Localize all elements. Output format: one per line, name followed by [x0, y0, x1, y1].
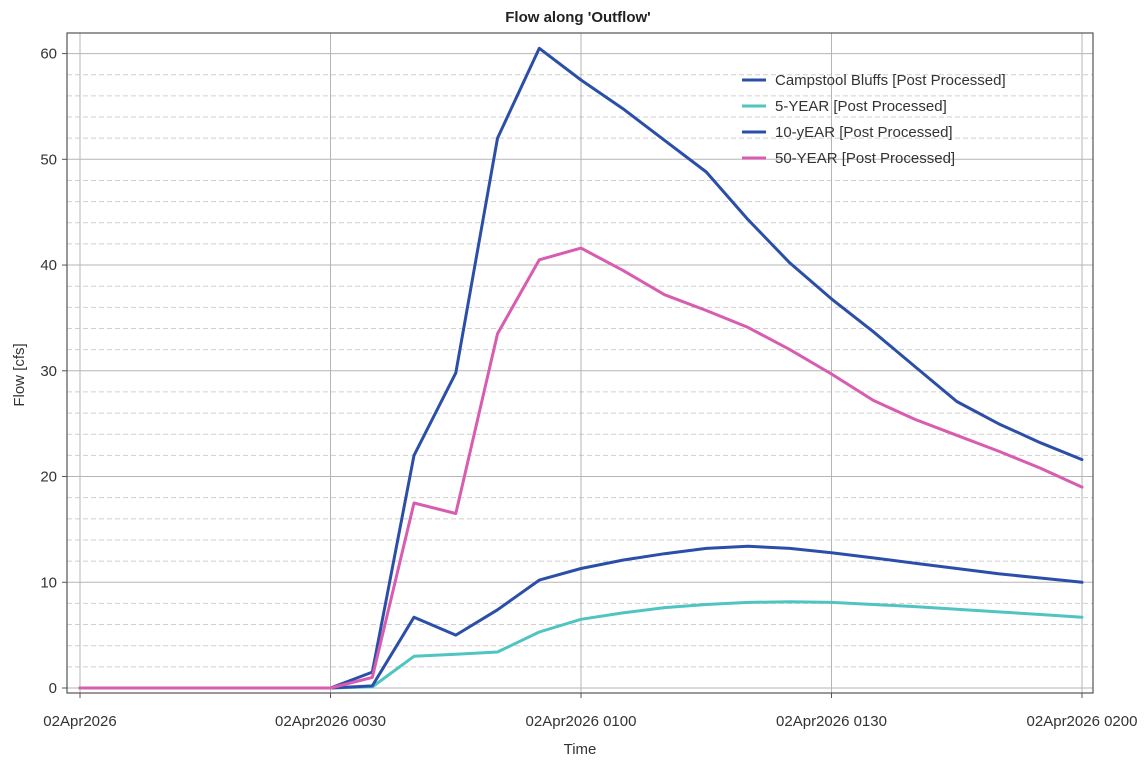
x-tick-label: 02Apr2026 0200 [1027, 713, 1138, 730]
legend-label-1: Campstool Bluffs [Post Processed] [775, 72, 1006, 89]
series-line-3 [78, 544, 1084, 690]
y-tick-label: 20 [40, 469, 57, 486]
legend: Campstool Bluffs [Post Processed] 5-YEAR … [742, 72, 1006, 167]
chart-title: Flow along 'Outflow' [505, 9, 650, 26]
y-tick-label: 50 [40, 151, 57, 168]
grid [67, 33, 1093, 693]
y-tick-label: 60 [40, 46, 57, 63]
y-tick-label: 40 [40, 257, 57, 274]
legend-label-3: 10-yEAR [Post Processed] [775, 124, 953, 141]
axis-ticks: 0 10 20 30 40 50 60 02Apr2026 02Apr2026 0030 02Ap… [40, 46, 1137, 730]
x-tick-label: 02Apr2026 [43, 713, 116, 730]
legend-label-4: 50-YEAR [Post Processed] [775, 150, 955, 167]
x-axis-title: Time [564, 741, 597, 758]
x-tick-label: 02Apr2026 0130 [776, 713, 887, 730]
series-lines [78, 46, 1084, 690]
series-line-4 [78, 246, 1084, 690]
y-tick-label: 10 [40, 574, 57, 591]
y-axis-title: Flow [cfs] [11, 343, 28, 406]
series-line-1 [78, 46, 1084, 690]
x-tick-label: 02Apr2026 0100 [526, 713, 637, 730]
plot-frame [66, 32, 1094, 694]
legend-label-2: 5-YEAR [Post Processed] [775, 98, 947, 115]
x-tick-label: 02Apr2026 0030 [275, 713, 386, 730]
series-line-2 [78, 600, 1084, 690]
y-tick-label: 0 [49, 680, 57, 697]
y-tick-label: 30 [40, 363, 57, 380]
